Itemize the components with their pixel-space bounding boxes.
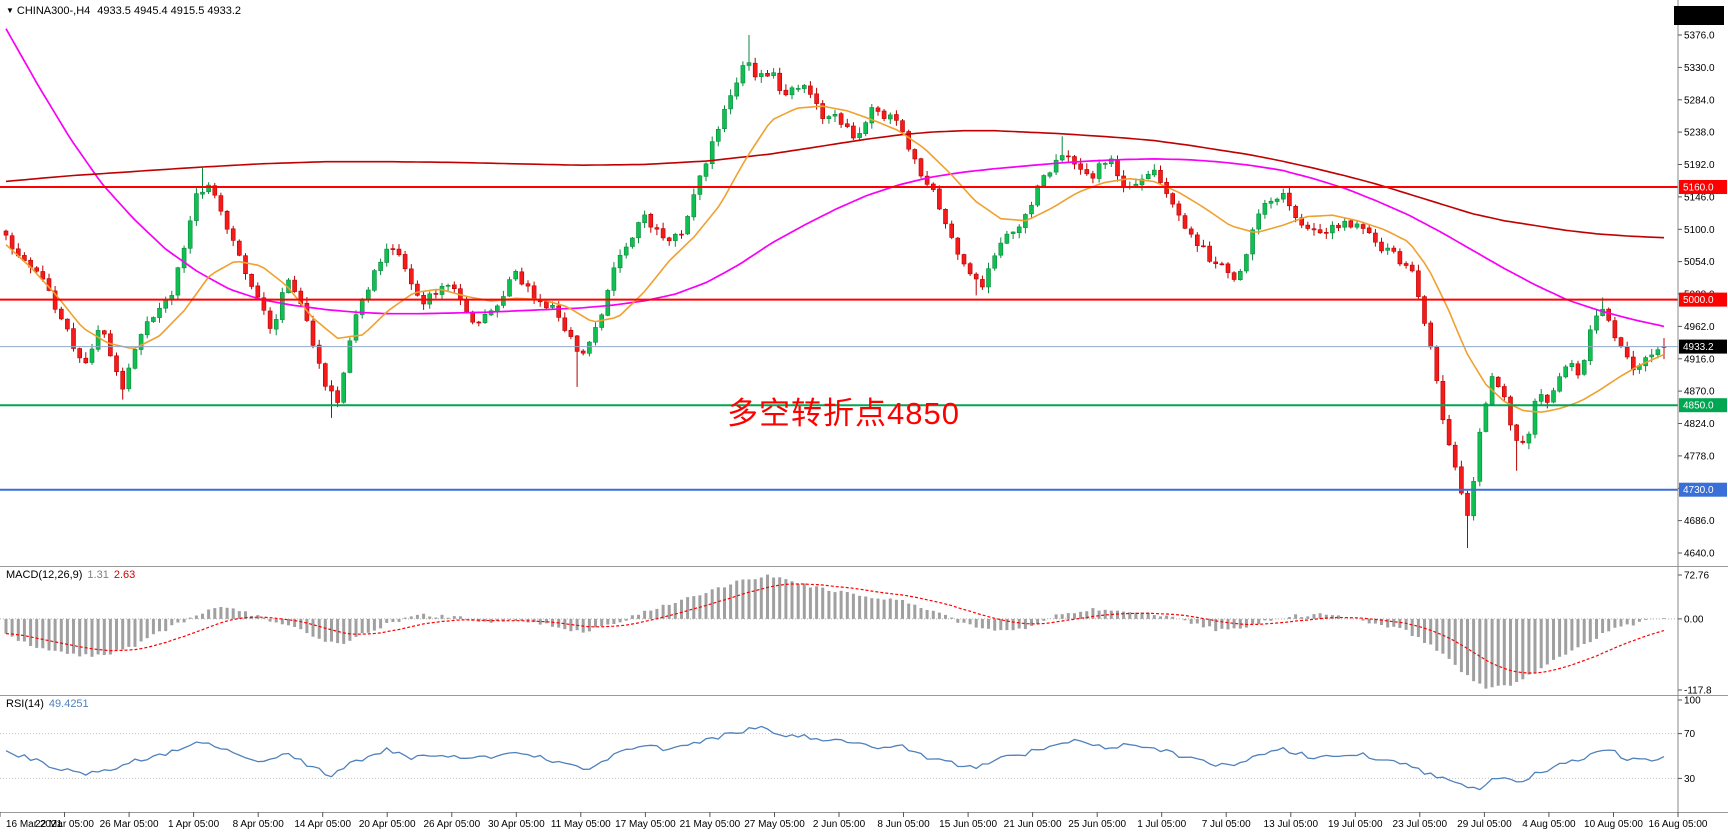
chart-annotation-text: 多空转折点4850 xyxy=(727,396,960,431)
svg-text:14 Apr 05:00: 14 Apr 05:00 xyxy=(294,819,351,830)
price-tag-5160.0: 5160.0 xyxy=(1679,180,1727,194)
macd-histogram-layer xyxy=(0,574,1678,689)
svg-text:4730.0: 4730.0 xyxy=(1683,485,1714,496)
svg-text:26 Apr 05:00: 26 Apr 05:00 xyxy=(423,819,480,830)
svg-text:5100.0: 5100.0 xyxy=(1684,225,1715,236)
svg-text:7 Jul 05:00: 7 Jul 05:00 xyxy=(1202,819,1251,830)
svg-text:100: 100 xyxy=(1684,696,1701,707)
svg-text:4 Aug 05:00: 4 Aug 05:00 xyxy=(1522,819,1576,830)
svg-text:4870.0: 4870.0 xyxy=(1684,387,1715,398)
price-axis[interactable]: 5376.0 5330.0 5284.0 5238.0 5192.0 5146.0 5100… xyxy=(1677,0,1727,812)
svg-text:10 Aug 05:00: 10 Aug 05:00 xyxy=(1584,819,1643,830)
ma-fast-orange xyxy=(5,105,1665,413)
svg-text:20 Apr 05:00: 20 Apr 05:00 xyxy=(359,819,416,830)
corner-indicator xyxy=(1674,6,1724,25)
svg-text:5146.0: 5146.0 xyxy=(1684,192,1715,203)
svg-text:16 Mar 2021: 16 Mar 2021 xyxy=(6,819,63,830)
svg-text:4640.0: 4640.0 xyxy=(1684,549,1715,560)
symbol-dropdown-icon[interactable]: ▼ xyxy=(6,6,14,15)
svg-text:19 Jul 05:00: 19 Jul 05:00 xyxy=(1328,819,1383,830)
price-tag-5000.0: 5000.0 xyxy=(1679,292,1727,307)
panel-separators xyxy=(0,566,1728,813)
svg-text:4962.0: 4962.0 xyxy=(1684,322,1715,333)
svg-text:4850.0: 4850.0 xyxy=(1683,401,1714,412)
svg-text:4686.0: 4686.0 xyxy=(1684,516,1715,527)
macd-main-value: 1.31 xyxy=(87,569,109,581)
svg-text:25 Jun 05:00: 25 Jun 05:00 xyxy=(1068,819,1126,830)
svg-text:1 Apr 05:00: 1 Apr 05:00 xyxy=(168,819,220,830)
rsi-layer xyxy=(0,725,1678,791)
macd-indicator-label: MACD(12,26,9) 1.31 2.63 xyxy=(6,569,135,581)
symbol-name: CHINA300-,H4 xyxy=(16,5,91,17)
ma-slow-magenta xyxy=(5,28,1665,328)
macd-signal-value: 2.63 xyxy=(113,569,136,581)
svg-text:11 May 05:00: 11 May 05:00 xyxy=(551,819,611,830)
svg-text:21 Jun 05:00: 21 Jun 05:00 xyxy=(1004,819,1062,830)
svg-text:27 May 05:00: 27 May 05:00 xyxy=(744,819,805,830)
svg-text:5000.0: 5000.0 xyxy=(1683,295,1714,306)
svg-text:4824.0: 4824.0 xyxy=(1684,419,1715,430)
horizontal-lines-layer xyxy=(0,186,1678,491)
svg-text:4933.2: 4933.2 xyxy=(1683,342,1714,353)
svg-text:29 Jul 05:00: 29 Jul 05:00 xyxy=(1457,819,1512,830)
svg-text:21 May 05:00: 21 May 05:00 xyxy=(680,819,741,830)
svg-text:0.00: 0.00 xyxy=(1684,614,1704,625)
svg-text:16 Aug 05:00: 16 Aug 05:00 xyxy=(1649,819,1708,830)
svg-text:5376.0: 5376.0 xyxy=(1684,31,1715,42)
svg-text:72.76: 72.76 xyxy=(1684,571,1709,582)
svg-text:2 Jun 05:00: 2 Jun 05:00 xyxy=(813,819,866,830)
svg-text:5160.0: 5160.0 xyxy=(1683,183,1714,194)
rsi-label-text: RSI(14) xyxy=(6,698,44,710)
svg-text:5054.0: 5054.0 xyxy=(1684,257,1715,268)
candles-layer xyxy=(3,35,1667,549)
macd-signal-line xyxy=(5,583,1665,674)
svg-text:8 Apr 05:00: 8 Apr 05:00 xyxy=(233,819,285,830)
price-tag-4730.0: 4730.0 xyxy=(1679,482,1727,497)
svg-text:26 Mar 05:00: 26 Mar 05:00 xyxy=(100,819,159,830)
svg-text:-117.8: -117.8 xyxy=(1684,686,1712,697)
svg-text:22 Mar 05:00: 22 Mar 05:00 xyxy=(35,819,94,830)
svg-text:30: 30 xyxy=(1684,774,1696,785)
svg-text:4916.0: 4916.0 xyxy=(1684,354,1715,365)
svg-text:1 Jul 05:00: 1 Jul 05:00 xyxy=(1137,819,1186,830)
svg-text:4778.0: 4778.0 xyxy=(1684,451,1715,462)
svg-text:8 Jun 05:00: 8 Jun 05:00 xyxy=(877,819,930,830)
macd-label-text: MACD(12,26,9) xyxy=(6,569,83,581)
symbol-ohlc-values: 4933.5 4945.4 4915.5 4933.2 xyxy=(97,5,242,17)
chart-symbol-label: ▼ CHINA300-,H4 4933.5 4945.4 4915.5 4933.2 xyxy=(6,5,241,17)
svg-text:30 Apr 05:00: 30 Apr 05:00 xyxy=(488,819,545,830)
price-tag-4850.0: 4850.0 xyxy=(1679,398,1727,413)
svg-text:15 Jun 05:00: 15 Jun 05:00 xyxy=(939,819,997,830)
svg-text:5238.0: 5238.0 xyxy=(1684,128,1715,139)
rsi-line xyxy=(5,725,1665,791)
svg-text:5284.0: 5284.0 xyxy=(1684,95,1715,106)
rsi-current-value: 49.4251 xyxy=(48,698,89,710)
svg-text:23 Jul 05:00: 23 Jul 05:00 xyxy=(1393,819,1448,830)
price-tag-4933.2: 4933.2 xyxy=(1679,339,1727,354)
svg-text:70: 70 xyxy=(1684,729,1696,740)
svg-text:17 May 05:00: 17 May 05:00 xyxy=(615,819,676,830)
svg-text:5192.0: 5192.0 xyxy=(1684,160,1715,171)
ma-long-red xyxy=(5,129,1665,239)
rsi-indicator-label: RSI(14) 49.4251 xyxy=(6,698,89,710)
svg-text:5330.0: 5330.0 xyxy=(1684,63,1715,74)
svg-text:13 Jul 05:00: 13 Jul 05:00 xyxy=(1264,819,1319,830)
